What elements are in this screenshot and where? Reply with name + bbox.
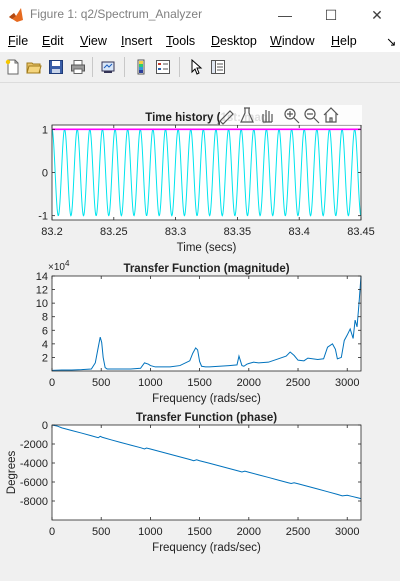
figure-toolbar xyxy=(0,52,400,83)
x-tick-label: 1000 xyxy=(138,526,162,538)
menu-help[interactable]: Help xyxy=(331,34,357,48)
property-inspector-icon[interactable] xyxy=(208,57,228,77)
insert-colorbar-icon[interactable] xyxy=(131,57,151,77)
x-tick-label: 2500 xyxy=(286,526,310,538)
x-tick-label: 2000 xyxy=(237,526,261,538)
x-tick-label: 2000 xyxy=(237,377,261,389)
link-plot-icon[interactable] xyxy=(98,57,118,77)
x-tick-label: 1500 xyxy=(187,526,211,538)
x-tick-label: 1000 xyxy=(138,377,162,389)
x-tick-label: 83.2 xyxy=(41,226,62,238)
zoom-in-icon[interactable] xyxy=(284,108,300,124)
x-tick-label: 2500 xyxy=(286,377,310,389)
y-tick-label: -8000 xyxy=(20,496,48,508)
axis-exponent-label: ×104 xyxy=(48,259,70,273)
chart-title: Transfer Function (magnitude) xyxy=(123,263,289,275)
menu-view[interactable]: View xyxy=(80,34,107,48)
y-tick-label: 1 xyxy=(42,124,48,136)
plot-area[interactable] xyxy=(52,425,361,520)
menu-overflow-icon[interactable]: ↘ xyxy=(386,35,397,49)
x-tick-label: 0 xyxy=(49,377,55,389)
y-tick-label: -4000 xyxy=(20,458,48,470)
series-line-blue xyxy=(51,275,362,371)
minimize-icon: — xyxy=(278,7,292,23)
x-tick-label: 500 xyxy=(92,526,110,538)
open-file-icon[interactable] xyxy=(24,57,44,77)
close-button[interactable]: ✕ xyxy=(354,0,400,30)
data-tips-icon[interactable] xyxy=(240,107,254,123)
zoom-out-icon[interactable] xyxy=(304,108,320,124)
menu-window[interactable]: Window xyxy=(270,34,315,48)
y-tick-label: -1 xyxy=(38,211,48,223)
x-tick-label: 83.3 xyxy=(165,226,186,238)
window-title: Figure 1: q2/Spectrum_Analyzer xyxy=(30,7,203,21)
axes-frame xyxy=(51,424,362,521)
insert-legend-icon[interactable] xyxy=(153,57,173,77)
x-tick-label: 83.45 xyxy=(347,226,375,238)
brush-icon[interactable] xyxy=(217,110,234,125)
x-tick-label: 83.4 xyxy=(288,226,309,238)
x-tick-label: 83.25 xyxy=(100,226,128,238)
menu-edit[interactable]: Edit xyxy=(42,34,64,48)
y-tick-label: 0 xyxy=(42,168,48,180)
x-tick-label: 83.35 xyxy=(224,226,252,238)
x-tick-label: 3000 xyxy=(335,377,359,389)
x-axis-label: Frequency (rads/sec) xyxy=(152,393,261,405)
axes-frame xyxy=(51,275,362,372)
x-tick-label: 1500 xyxy=(187,377,211,389)
y-tick-label: 4 xyxy=(42,339,48,351)
x-tick-label: 0 xyxy=(49,526,55,538)
y-tick-label: 8 xyxy=(42,312,48,324)
maximize-icon: ☐ xyxy=(324,6,338,23)
series-line-cyan xyxy=(51,128,362,217)
y-tick-label: -2000 xyxy=(20,439,48,451)
minimize-button[interactable]: — xyxy=(262,0,308,30)
y-tick-label: -6000 xyxy=(20,477,48,489)
close-icon: ✕ xyxy=(371,6,383,23)
toolbar-separator xyxy=(124,57,125,77)
y-tick-label: 12 xyxy=(36,285,48,297)
home-icon[interactable] xyxy=(323,107,339,123)
plot-area[interactable] xyxy=(52,276,361,371)
maximize-button[interactable]: ☐ xyxy=(308,0,354,30)
x-axis-label: Frequency (rads/sec) xyxy=(152,542,261,554)
matlab-logo-icon xyxy=(9,8,23,22)
window-titlebar: Figure 1: q2/Spectrum_Analyzer — ☐ ✕ xyxy=(0,0,400,30)
y-tick-label: 14 xyxy=(36,271,48,283)
print-icon[interactable] xyxy=(68,57,88,77)
series-line-blue xyxy=(51,424,362,500)
menu-bar: File Edit View Insert Tools Desktop Wind… xyxy=(0,30,400,52)
pan-icon[interactable] xyxy=(262,110,273,123)
toolbar-separator xyxy=(179,57,180,77)
x-axis-label: Time (secs) xyxy=(177,242,237,254)
y-tick-label: 10 xyxy=(36,298,48,310)
x-tick-label: 500 xyxy=(92,377,110,389)
toolbar-separator xyxy=(92,57,93,77)
menu-file[interactable]: File xyxy=(8,34,29,48)
new-figure-icon[interactable] xyxy=(3,57,23,77)
figure-canvas: 83.2 83.25 83.3 83.35 83.4 83.45 1 0 -1 Time hist… xyxy=(0,83,400,576)
y-axis-label: Degrees xyxy=(6,451,18,495)
y-tick-label: 6 xyxy=(42,325,48,337)
pointer-icon[interactable] xyxy=(186,57,206,77)
x-tick-label: 3000 xyxy=(335,526,359,538)
y-tick-label: 2 xyxy=(42,352,48,364)
menu-tools[interactable]: Tools xyxy=(166,34,196,48)
menu-insert[interactable]: Insert xyxy=(121,34,153,48)
menu-desktop[interactable]: Desktop xyxy=(211,34,257,48)
save-icon[interactable] xyxy=(46,57,66,77)
chart-title: Transfer Function (phase) xyxy=(136,412,277,424)
y-tick-label: 0 xyxy=(42,420,48,432)
